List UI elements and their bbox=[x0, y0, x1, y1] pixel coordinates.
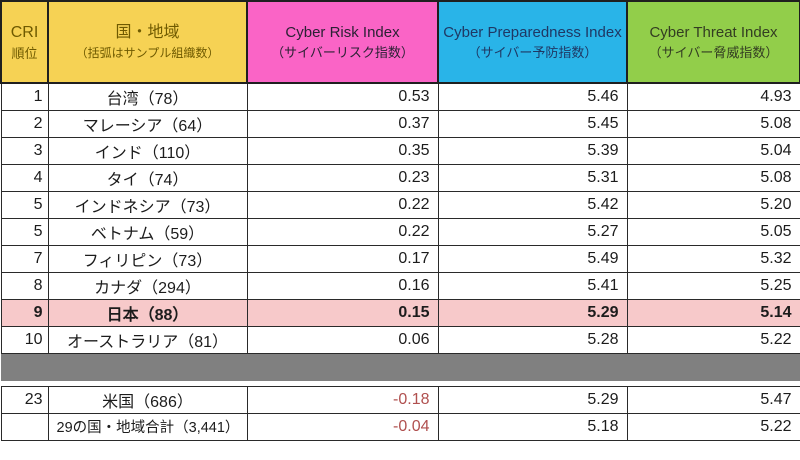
table-row: 5 インドネシア（73） 0.22 5.42 5.20 bbox=[0, 190, 800, 219]
rank-cell: 8 bbox=[0, 271, 49, 300]
country-cell: マレーシア（64） bbox=[47, 109, 248, 138]
cyber-risk-index-cell: 0.37 bbox=[246, 109, 439, 138]
cyber-risk-index-cell: -0.18 bbox=[246, 385, 439, 414]
cyber-risk-index-cell: 0.22 bbox=[246, 190, 439, 219]
cyber-threat-index-cell: 5.22 bbox=[626, 412, 800, 441]
table-row: 3 インド（110） 0.35 5.39 5.04 bbox=[0, 136, 800, 165]
cyber-preparedness-index-cell: 5.31 bbox=[437, 163, 628, 192]
cyber-threat-index-cell: 5.25 bbox=[626, 271, 800, 300]
rank-cell bbox=[0, 412, 49, 441]
cyber-threat-index-cell: 5.08 bbox=[626, 109, 800, 138]
col-header-country: 国・地域 （括弧はサンプル組織数） bbox=[47, 0, 248, 84]
table-row: 9 日本（88） 0.15 5.29 5.14 bbox=[0, 298, 800, 327]
country-cell: フィリピン（73） bbox=[47, 244, 248, 273]
cyber-preparedness-index-cell: 5.39 bbox=[437, 136, 628, 165]
col-header-cri-rank: CRI 順位 bbox=[0, 0, 49, 84]
table-row: 4 タイ（74） 0.23 5.31 5.08 bbox=[0, 163, 800, 192]
table-row: 1 台湾（78） 0.53 5.46 4.93 bbox=[0, 82, 800, 111]
rank-cell: 2 bbox=[0, 109, 49, 138]
header-line1: Cyber Preparedness Index bbox=[443, 23, 622, 41]
cyber-threat-index-cell: 4.93 bbox=[626, 82, 800, 111]
header-line1: Cyber Risk Index bbox=[285, 23, 400, 41]
rank-cell: 3 bbox=[0, 136, 49, 165]
cyber-preparedness-index-cell: 5.18 bbox=[437, 412, 628, 441]
country-cell: ベトナム（59） bbox=[47, 217, 248, 246]
table-row: 2 マレーシア（64） 0.37 5.45 5.08 bbox=[0, 109, 800, 138]
cyber-preparedness-index-cell: 5.41 bbox=[437, 271, 628, 300]
rank-cell: 23 bbox=[0, 385, 49, 414]
spacer-row bbox=[1, 381, 800, 386]
cyber-preparedness-index-cell: 5.29 bbox=[437, 385, 628, 414]
cyber-risk-index-cell: 0.17 bbox=[246, 244, 439, 273]
country-cell: 台湾（78） bbox=[47, 82, 248, 111]
rank-cell: 5 bbox=[0, 190, 49, 219]
cyber-risk-index-cell: 0.23 bbox=[246, 163, 439, 192]
cyber-risk-index-cell: 0.16 bbox=[246, 271, 439, 300]
cyber-risk-index-cell: 0.22 bbox=[246, 217, 439, 246]
cyber-threat-index-cell: 5.20 bbox=[626, 190, 800, 219]
rank-cell: 10 bbox=[0, 325, 49, 354]
header-line1: Cyber Threat Index bbox=[649, 23, 778, 41]
country-cell: インド（110） bbox=[47, 136, 248, 165]
separator-row bbox=[1, 353, 800, 381]
cyber-preparedness-index-cell: 5.42 bbox=[437, 190, 628, 219]
header-line1: CRI bbox=[10, 23, 39, 41]
cyber-risk-index-cell: -0.04 bbox=[246, 412, 439, 441]
cyber-threat-index-cell: 5.22 bbox=[626, 325, 800, 354]
cyber-preparedness-index-cell: 5.49 bbox=[437, 244, 628, 273]
cyber-threat-index-cell: 5.05 bbox=[626, 217, 800, 246]
table-row: 10 オーストラリア（81） 0.06 5.28 5.22 bbox=[0, 325, 800, 354]
separator-band bbox=[1, 353, 800, 381]
table-row: 8 カナダ（294） 0.16 5.41 5.25 bbox=[0, 271, 800, 300]
country-cell: 日本（88） bbox=[47, 298, 248, 327]
header-row: CRI 順位 国・地域 （括弧はサンプル組織数） Cyber Risk Inde… bbox=[0, 0, 800, 84]
cyber-preparedness-index-cell: 5.45 bbox=[437, 109, 628, 138]
country-cell: カナダ（294） bbox=[47, 271, 248, 300]
header-line2: 順位 bbox=[11, 45, 38, 61]
rank-cell: 7 bbox=[0, 244, 49, 273]
cyber-risk-index-cell: 0.06 bbox=[246, 325, 439, 354]
header-line1: 国・地域 bbox=[115, 23, 180, 41]
cyber-risk-index-cell: 0.53 bbox=[246, 82, 439, 111]
cyber-preparedness-index-cell: 5.28 bbox=[437, 325, 628, 354]
rank-cell: 4 bbox=[0, 163, 49, 192]
cyber-threat-index-cell: 5.04 bbox=[626, 136, 800, 165]
cyber-risk-index-cell: 0.15 bbox=[246, 298, 439, 327]
cri-table: CRI 順位 国・地域 （括弧はサンプル組織数） Cyber Risk Inde… bbox=[0, 0, 800, 441]
country-cell: インドネシア（73） bbox=[47, 190, 248, 219]
rank-cell: 5 bbox=[0, 217, 49, 246]
cyber-threat-index-cell: 5.14 bbox=[626, 298, 800, 327]
col-header-cyber-threat-index: Cyber Threat Index （サイバー脅威指数） bbox=[626, 0, 800, 84]
rank-cell: 9 bbox=[0, 298, 49, 327]
rank-cell: 1 bbox=[0, 82, 49, 111]
col-header-cyber-preparedness-index: Cyber Preparedness Index （サイバー予防指数） bbox=[437, 0, 628, 84]
cyber-preparedness-index-cell: 5.29 bbox=[437, 298, 628, 327]
country-cell: 29の国・地域合計（3,441） bbox=[47, 412, 248, 441]
table-row: 5 ベトナム（59） 0.22 5.27 5.05 bbox=[0, 217, 800, 246]
header-line2: （括弧はサンプル組織数） bbox=[75, 45, 220, 60]
header-line2: （サイバー予防指数） bbox=[467, 44, 598, 60]
cyber-risk-index-cell: 0.35 bbox=[246, 136, 439, 165]
header-line2: （サイバーリスク指数） bbox=[271, 44, 414, 60]
cyber-threat-index-cell: 5.32 bbox=[626, 244, 800, 273]
table-row: 7 フィリピン（73） 0.17 5.49 5.32 bbox=[0, 244, 800, 273]
country-cell: 米国（686） bbox=[47, 385, 248, 414]
table-header: CRI 順位 国・地域 （括弧はサンプル組織数） Cyber Risk Inde… bbox=[0, 0, 800, 84]
header-line2: （サイバー脅威指数） bbox=[648, 44, 779, 60]
table-row: 23 米国（686） -0.18 5.29 5.47 bbox=[0, 385, 800, 414]
cyber-preparedness-index-cell: 5.27 bbox=[437, 217, 628, 246]
spacer-band bbox=[1, 381, 800, 386]
cyber-preparedness-index-cell: 5.46 bbox=[437, 82, 628, 111]
table-body: 1 台湾（78） 0.53 5.46 4.93 2 マレーシア（64） 0.37 5.45 5.0… bbox=[0, 82, 800, 441]
table-row: 29の国・地域合計（3,441） -0.04 5.18 5.22 bbox=[0, 412, 800, 441]
cyber-threat-index-cell: 5.08 bbox=[626, 163, 800, 192]
col-header-cyber-risk-index: Cyber Risk Index （サイバーリスク指数） bbox=[246, 0, 439, 84]
country-cell: タイ（74） bbox=[47, 163, 248, 192]
cyber-threat-index-cell: 5.47 bbox=[626, 385, 800, 414]
country-cell: オーストラリア（81） bbox=[47, 325, 248, 354]
